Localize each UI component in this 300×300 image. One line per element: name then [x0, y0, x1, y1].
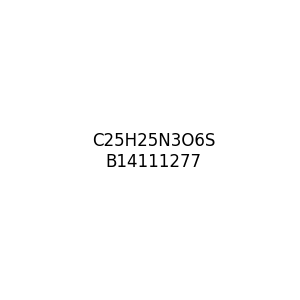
- Text: C25H25N3O6S
B14111277: C25H25N3O6S B14111277: [92, 132, 215, 171]
